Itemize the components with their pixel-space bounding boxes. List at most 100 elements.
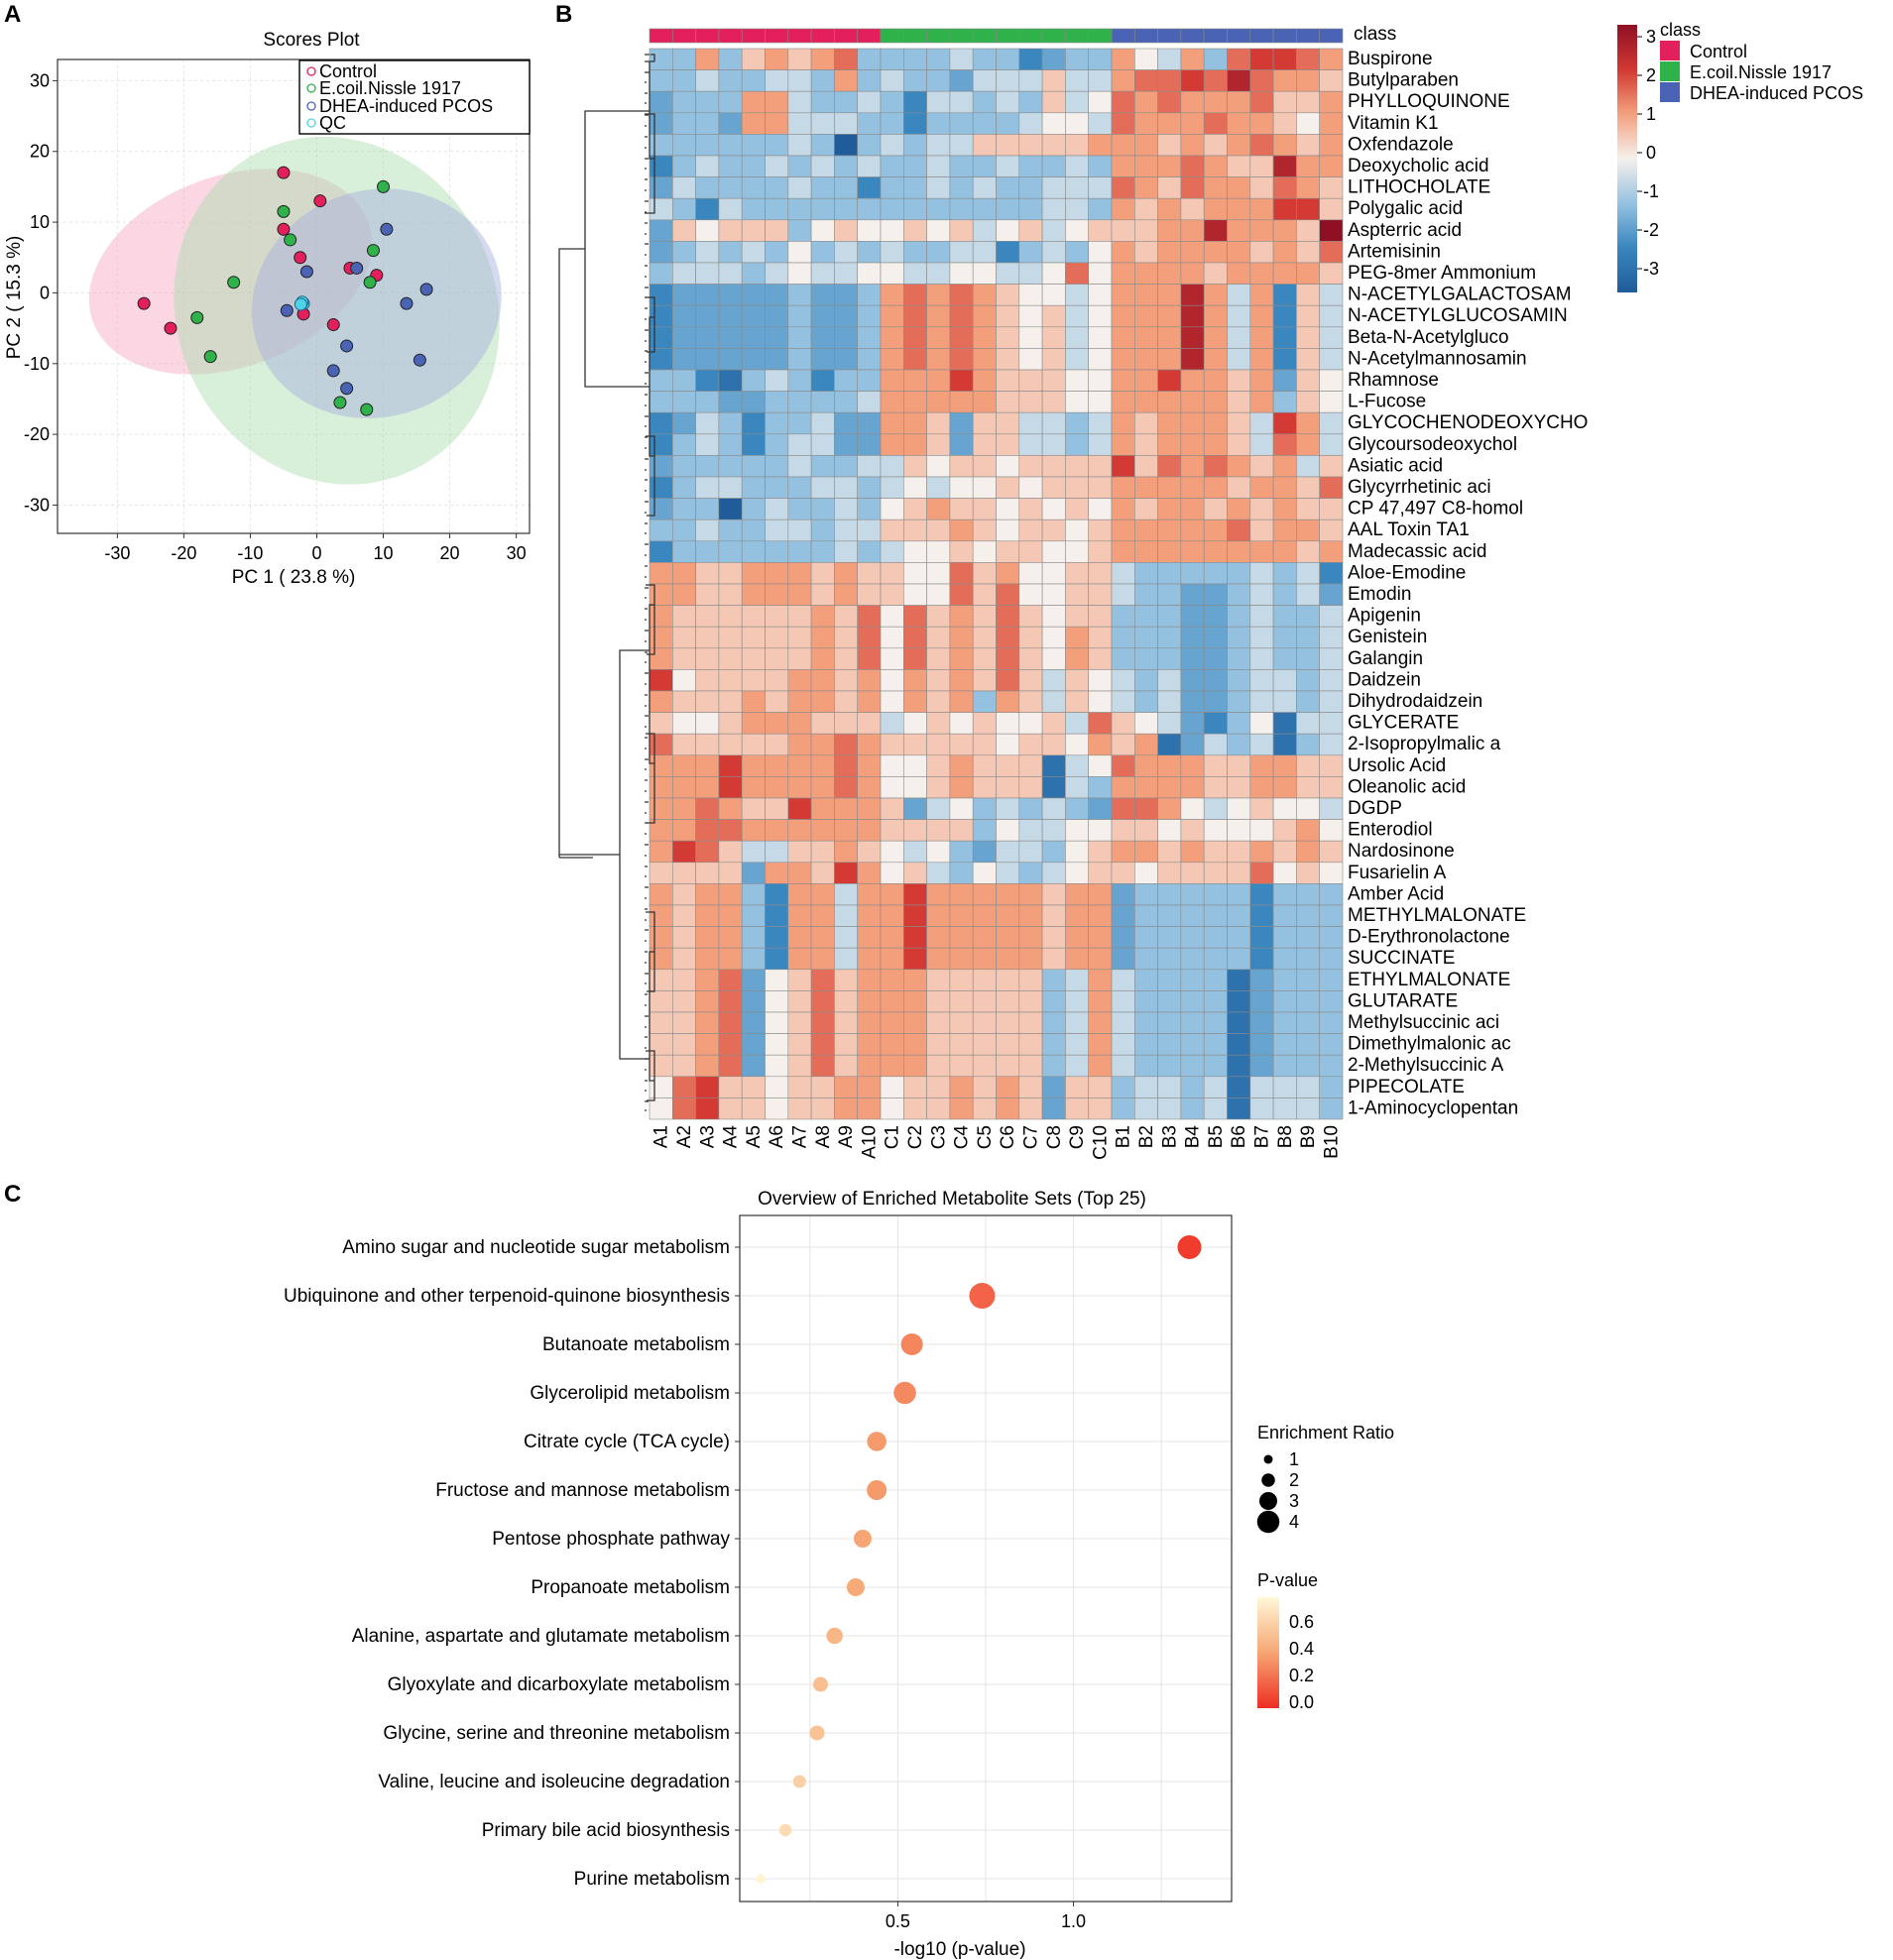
heatmap-cell (1227, 411, 1251, 435)
heatmap-cell (834, 669, 859, 692)
heatmap-cell (1227, 391, 1251, 413)
scores-x-tick-label: -10 (237, 543, 263, 563)
heatmap-cell (902, 155, 927, 177)
heatmap-cell (902, 348, 927, 371)
heatmap-cell (810, 304, 835, 328)
heatmap-cell (1065, 411, 1090, 435)
heatmap-cell (1065, 1097, 1090, 1120)
heatmap-cell (765, 712, 789, 735)
heatmap-cell (996, 754, 1020, 777)
heatmap-cell (1272, 947, 1297, 971)
heatmap-cell (1041, 626, 1066, 649)
control-point (294, 251, 307, 265)
heatmap-cell (834, 433, 859, 456)
heatmap-cell (810, 990, 835, 1013)
heatmap-class-bar (649, 28, 1344, 44)
heatmap-row-label: Oleanolic acid (1348, 776, 1466, 797)
heatmap-cell (1088, 904, 1113, 927)
heatmap-cell (1296, 476, 1321, 499)
heatmap-cell (649, 112, 673, 135)
heatmap-cell (1157, 562, 1182, 585)
heatmap-cell (1065, 476, 1090, 499)
heatmap-cell (972, 304, 997, 328)
heatmap-cell (1180, 669, 1205, 692)
heatmap-cell (834, 219, 859, 242)
heatmap-row-label: GLYCOCHENODEOXYCHO (1348, 412, 1588, 433)
heatmap-cell (649, 262, 673, 285)
heatmap-cell (1249, 562, 1274, 585)
heatmap-cell (834, 476, 859, 499)
heatmap-cell (695, 411, 720, 435)
heatmap-cell (718, 733, 743, 756)
heatmap-cell (880, 1097, 904, 1120)
enrichment-point (846, 1578, 865, 1596)
heatmap-cell (996, 1097, 1020, 1120)
heatmap-cell (718, 476, 743, 499)
heatmap-cell (834, 990, 859, 1013)
heatmap-cell (949, 669, 974, 692)
heatmap-cell (649, 733, 673, 756)
dhea-point (280, 303, 294, 317)
heatmap-cell (1018, 690, 1043, 713)
heatmap-cell (902, 326, 927, 349)
class-legend-title: class (1660, 20, 1701, 40)
enrichment-pathway-labels: Amino sugar and nucleotide sugar metabol… (284, 1237, 740, 1890)
heatmap-cell (810, 284, 835, 306)
size-legend-title: Enrichment Ratio (1257, 1423, 1394, 1442)
heatmap-cell (949, 904, 974, 927)
heatmap-cell (1319, 1076, 1344, 1098)
heatmap-cell (949, 48, 974, 70)
heatmap-cell (1018, 90, 1043, 114)
heatmap-row-label: Nardosinone (1348, 841, 1455, 862)
heatmap-cell (1180, 862, 1205, 884)
heatmap-cell (787, 1097, 812, 1120)
heatmap-cell (1018, 990, 1043, 1013)
heatmap-cell (718, 926, 743, 949)
heatmap-cell (1134, 455, 1158, 478)
heatmap-cell (1227, 197, 1251, 221)
heatmap-cell (695, 797, 720, 820)
class-legend-ecn-swatch (1660, 61, 1680, 81)
heatmap-cell (1111, 776, 1135, 799)
heatmap-cell (834, 1054, 859, 1078)
heatmap-cell (1157, 712, 1182, 735)
heatmap-cell (902, 969, 927, 991)
heatmap-cell (810, 219, 835, 242)
heatmap-cell (1249, 1097, 1274, 1120)
heatmap-cell (1088, 455, 1113, 478)
heatmap-cell (1203, 840, 1228, 864)
heatmap-cell (1272, 797, 1297, 820)
heatmap-cell (718, 969, 743, 991)
heatmap-cell (949, 540, 974, 563)
heatmap-cell (902, 540, 927, 563)
heatmap-cell (765, 498, 789, 520)
heatmap-cell (902, 754, 927, 777)
heatmap-cell (649, 134, 673, 157)
heatmap-cell (1018, 433, 1043, 456)
heatmap-cell (787, 605, 812, 628)
heatmap-cell (834, 155, 859, 177)
heatmap-cell (810, 690, 835, 713)
heatmap-cell (787, 712, 812, 735)
heatmap-cell (810, 411, 835, 435)
heatmap-cell (1296, 754, 1321, 777)
heatmap-cell (1041, 840, 1066, 864)
heatmap-cell (1180, 1011, 1205, 1034)
heatmap-cell (834, 1033, 859, 1056)
heatmap-cell (1065, 1011, 1090, 1034)
heatmap-cell (1272, 904, 1297, 927)
heatmap-cell (996, 369, 1020, 392)
heatmap-column-label: A8 (813, 1125, 834, 1148)
heatmap-cell (718, 883, 743, 906)
heatmap-cell (649, 605, 673, 628)
heatmap-cell (1157, 1097, 1182, 1120)
heatmap-cell (857, 48, 882, 70)
heatmap-cell (1296, 326, 1321, 349)
heatmap-cell (1203, 605, 1228, 628)
heatmap-cell (1157, 262, 1182, 285)
heatmap-cell (741, 498, 766, 520)
heatmap-cell (1296, 669, 1321, 692)
heatmap-cell (996, 391, 1020, 413)
heatmap-cell (1088, 1011, 1113, 1034)
